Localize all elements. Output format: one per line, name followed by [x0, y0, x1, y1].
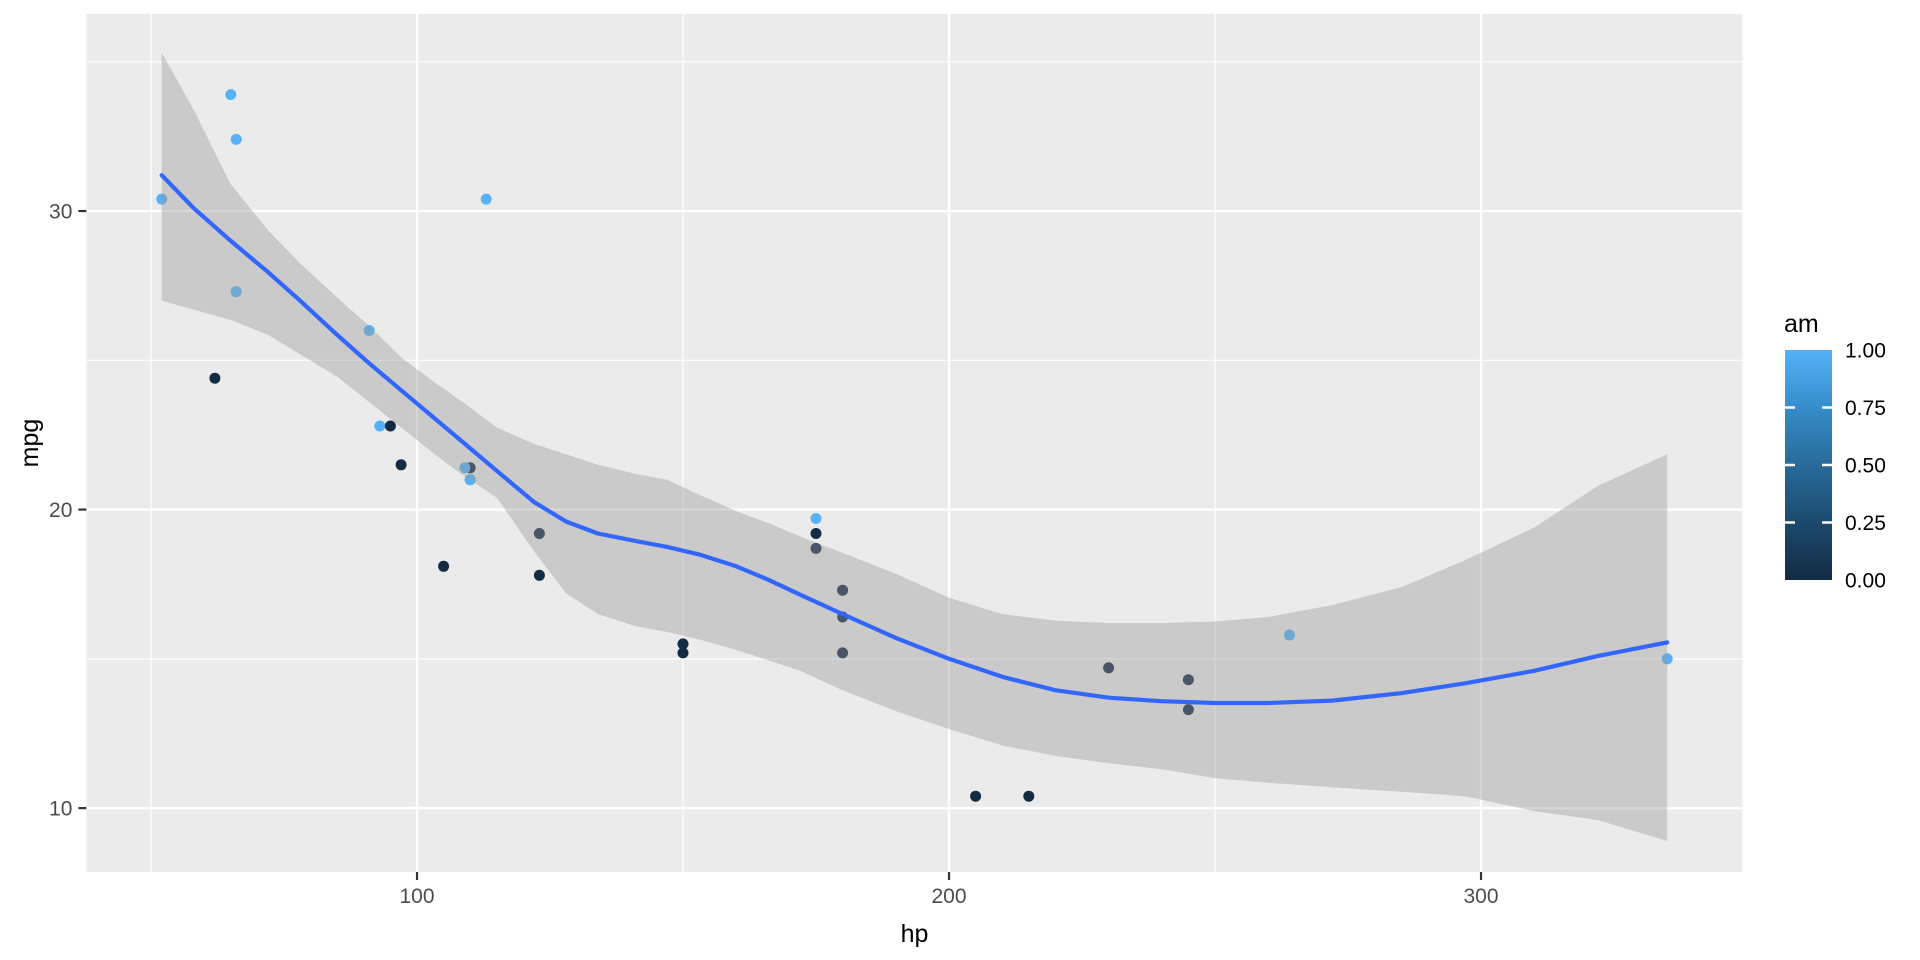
data-point: [1182, 704, 1194, 716]
confidence-ribbon: [161, 52, 1668, 842]
legend-value-label: 0.00: [1845, 570, 1886, 593]
data-point: [1284, 629, 1295, 641]
loess-smooth-line: [159, 173, 1670, 706]
legend-value-label: 0.50: [1845, 455, 1886, 478]
chart-layers: 100 200 300 10 20 30 1.00 0.75 0.50 0.25 0.00: [49, 14, 1886, 908]
data-point: [395, 459, 407, 471]
x-tick-label: 300: [1464, 885, 1499, 908]
data-point: [677, 647, 689, 659]
data-point: [810, 513, 822, 524]
panel-background: [86, 14, 1743, 872]
data-point: [533, 528, 545, 539]
data-point: [156, 193, 168, 205]
y-axis-title: mpg: [16, 419, 44, 468]
y-tick-label: 20: [49, 499, 72, 522]
x-axis-title: hp: [901, 920, 929, 948]
data-point: [837, 647, 849, 659]
data-point: [1661, 653, 1673, 665]
legend-value-label: 1.00: [1845, 340, 1886, 363]
data-point: [810, 528, 822, 539]
x-tick-label: 100: [400, 885, 435, 908]
y-tick-label: 30: [49, 201, 72, 224]
data-point: [438, 560, 450, 572]
x-tick-label: 200: [932, 885, 967, 908]
data-point: [1103, 662, 1115, 674]
data-point: [837, 584, 849, 596]
data-point: [230, 133, 242, 145]
legend-value-label: 0.25: [1845, 512, 1886, 535]
data-point: [1023, 790, 1035, 802]
legend-value-label: 0.75: [1845, 397, 1886, 420]
data-point: [1182, 674, 1194, 686]
data-point: [480, 193, 492, 205]
data-point: [970, 790, 982, 802]
y-tick-label: 10: [49, 798, 72, 821]
data-point: [230, 286, 242, 298]
data-point: [374, 420, 386, 432]
data-point: [384, 420, 396, 432]
data-point: [677, 638, 689, 650]
data-point: [209, 372, 221, 384]
data-point: [363, 325, 375, 336]
legend-title: am: [1784, 310, 1819, 338]
data-point: [464, 474, 476, 486]
data-point: [810, 542, 822, 554]
data-point: [533, 569, 545, 581]
data-point: [459, 462, 471, 474]
data-point: [225, 89, 237, 101]
